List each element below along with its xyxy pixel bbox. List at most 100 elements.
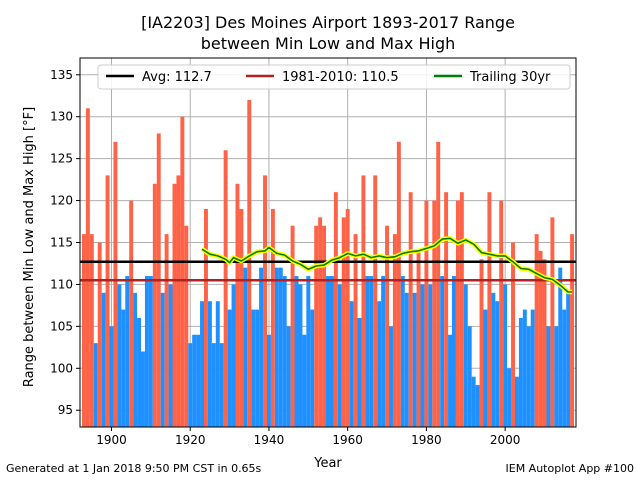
bar bbox=[207, 301, 212, 427]
bar bbox=[487, 192, 492, 427]
bar bbox=[408, 192, 413, 427]
bar bbox=[314, 225, 319, 427]
bar bbox=[278, 267, 283, 427]
bar bbox=[298, 284, 303, 427]
bar bbox=[270, 208, 275, 427]
y-tick-label: 120 bbox=[50, 194, 73, 208]
chart-title: [IA2203] Des Moines Airport 1893-2017 Ra… bbox=[141, 13, 515, 32]
bar bbox=[392, 234, 397, 427]
x-tick-label: 1940 bbox=[254, 433, 285, 447]
trailing-30yr-line bbox=[201, 237, 573, 293]
bar bbox=[459, 192, 464, 427]
bar bbox=[463, 284, 468, 427]
bar bbox=[381, 276, 386, 427]
bar bbox=[518, 317, 523, 427]
footer-timestamp: Generated at 1 Jan 2018 9:50 PM CST in 0… bbox=[6, 462, 262, 475]
bar bbox=[113, 141, 118, 428]
bar bbox=[349, 301, 354, 427]
bar bbox=[85, 108, 90, 427]
bar bbox=[373, 175, 378, 427]
legend: Avg: 112.7 1981-2010: 110.5 Trailing 30yr bbox=[97, 64, 571, 90]
bar bbox=[160, 292, 165, 427]
bar bbox=[101, 292, 106, 427]
bar bbox=[514, 376, 519, 427]
bar bbox=[326, 276, 330, 427]
bar bbox=[404, 292, 409, 427]
x-tick-label: 1980 bbox=[411, 433, 442, 447]
x-tick-label: 1900 bbox=[96, 433, 127, 447]
bar bbox=[306, 276, 311, 427]
bar bbox=[345, 208, 350, 427]
bar bbox=[81, 234, 86, 427]
bar bbox=[219, 343, 224, 427]
bar bbox=[196, 334, 201, 427]
bar bbox=[294, 276, 299, 427]
bar bbox=[424, 200, 429, 427]
bar bbox=[491, 292, 496, 427]
bar bbox=[109, 326, 114, 427]
bar bbox=[400, 276, 405, 427]
bar bbox=[125, 276, 130, 427]
bar bbox=[396, 141, 401, 428]
bar bbox=[499, 200, 504, 427]
bar bbox=[93, 343, 98, 427]
bar bbox=[483, 309, 488, 427]
bar bbox=[412, 292, 417, 427]
bar bbox=[432, 200, 437, 427]
bar bbox=[538, 250, 543, 427]
bar bbox=[357, 317, 362, 427]
bar bbox=[385, 225, 390, 427]
bar bbox=[235, 183, 240, 427]
bar bbox=[274, 267, 279, 427]
bar bbox=[184, 225, 189, 427]
bar bbox=[243, 267, 248, 427]
y-tick-label: 110 bbox=[50, 277, 73, 291]
bar bbox=[89, 234, 94, 427]
bar bbox=[141, 351, 145, 427]
bar bbox=[310, 309, 315, 427]
bar bbox=[562, 309, 567, 427]
bar bbox=[341, 217, 346, 427]
bar bbox=[239, 208, 244, 427]
x-tick-label: 1920 bbox=[175, 433, 206, 447]
bar bbox=[247, 99, 252, 428]
y-tick-label: 135 bbox=[50, 68, 73, 82]
bar bbox=[377, 301, 382, 427]
legend-box bbox=[97, 64, 571, 90]
bar bbox=[546, 326, 551, 427]
legend-trailing-label: Trailing 30yr bbox=[469, 70, 551, 85]
bar bbox=[117, 284, 122, 427]
bar bbox=[97, 242, 102, 427]
bar bbox=[436, 141, 441, 428]
bar bbox=[534, 234, 539, 427]
bar bbox=[180, 116, 185, 427]
bar bbox=[282, 276, 287, 427]
y-tick-label: 115 bbox=[50, 236, 73, 250]
bar bbox=[353, 234, 358, 427]
bar bbox=[566, 292, 571, 427]
bar bbox=[467, 326, 472, 427]
bar bbox=[369, 276, 374, 427]
y-tick-label: 105 bbox=[50, 319, 73, 333]
y-axis-label: Range between Min Low and Max High [°F] bbox=[22, 107, 37, 387]
axis-ticks: 1900 1920 1940 1960 1980 2000 95 100 105 110 115 12… bbox=[50, 68, 520, 447]
x-tick-label: 2000 bbox=[490, 433, 521, 447]
bar bbox=[526, 326, 531, 427]
bar bbox=[121, 309, 126, 427]
bar bbox=[495, 301, 500, 427]
bar bbox=[105, 175, 110, 427]
bar bbox=[188, 343, 193, 427]
footer-app-id: IEM Autoplot App #100 bbox=[505, 462, 635, 475]
bar bbox=[471, 376, 476, 427]
bar bbox=[329, 276, 334, 427]
bar bbox=[503, 284, 508, 427]
bar bbox=[231, 284, 236, 427]
bar bbox=[530, 309, 535, 427]
bar bbox=[251, 309, 256, 427]
bar bbox=[152, 183, 157, 427]
bar bbox=[452, 276, 456, 427]
bar bbox=[507, 368, 512, 427]
bar bbox=[192, 334, 197, 427]
x-axis-label: Year bbox=[313, 456, 342, 471]
